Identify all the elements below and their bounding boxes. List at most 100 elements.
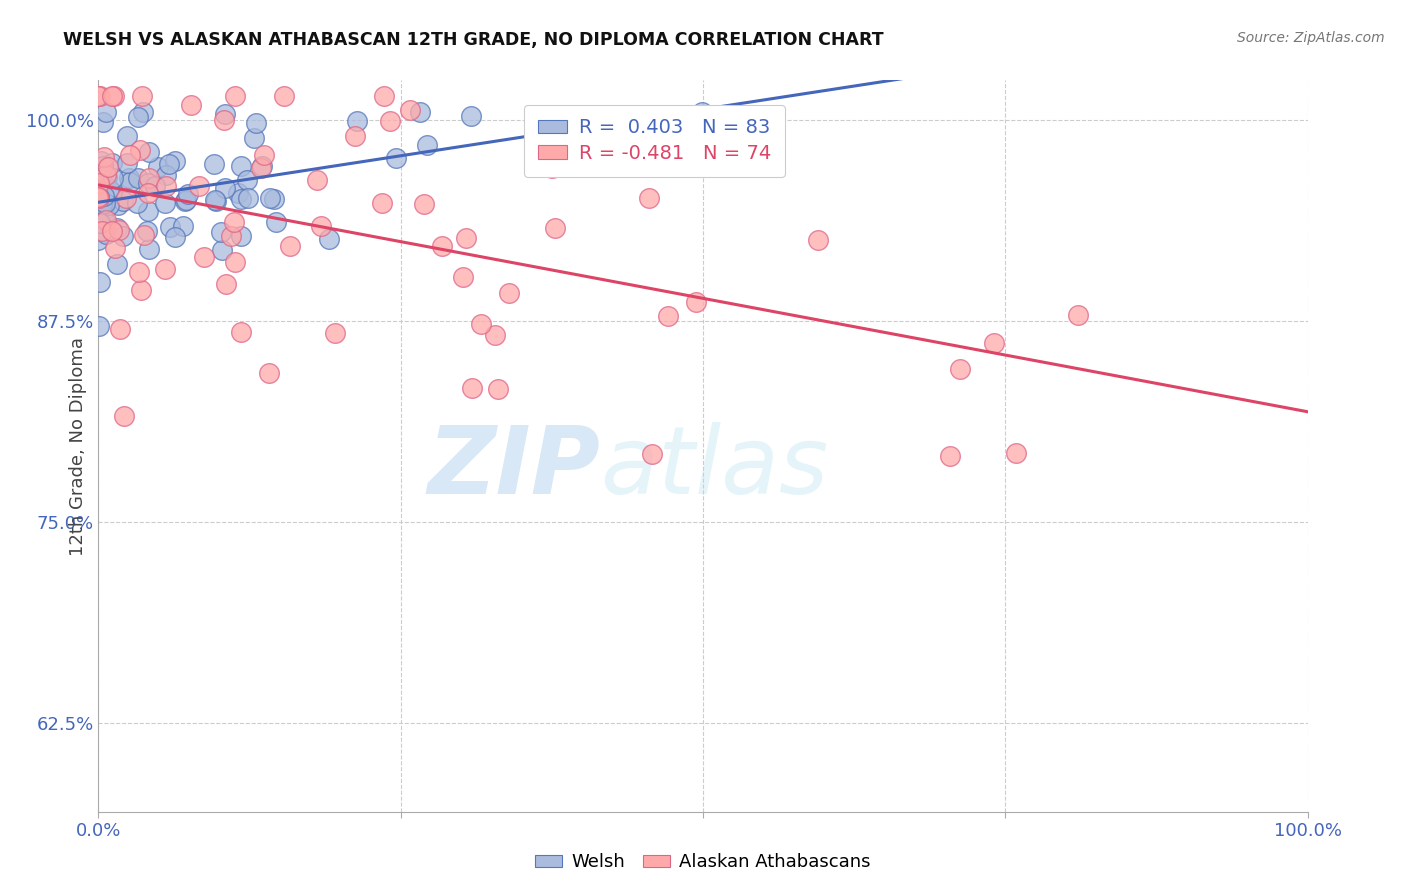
Point bbox=[127, 110, 149, 124]
Point bbox=[131, 89, 153, 103]
Point bbox=[134, 227, 156, 242]
Point bbox=[657, 310, 679, 324]
Point bbox=[128, 265, 150, 279]
Point bbox=[690, 105, 713, 120]
Point bbox=[91, 197, 114, 211]
Point bbox=[486, 382, 509, 396]
Point bbox=[96, 105, 118, 120]
Point bbox=[138, 242, 160, 256]
Point bbox=[132, 105, 155, 120]
Point bbox=[318, 232, 340, 246]
Point bbox=[259, 191, 281, 205]
Point bbox=[346, 114, 368, 128]
Point bbox=[94, 216, 117, 230]
Point bbox=[107, 198, 129, 212]
Point bbox=[470, 318, 492, 332]
Point bbox=[257, 366, 280, 380]
Point bbox=[93, 150, 115, 164]
Point bbox=[398, 103, 420, 118]
Point bbox=[305, 173, 328, 187]
Point bbox=[640, 447, 662, 461]
Point bbox=[94, 169, 117, 183]
Point bbox=[214, 112, 236, 127]
Point bbox=[155, 178, 177, 193]
Point bbox=[278, 238, 301, 252]
Point bbox=[94, 227, 117, 241]
Point bbox=[229, 325, 252, 339]
Point bbox=[94, 195, 117, 210]
Legend: Welsh, Alaskan Athabascans: Welsh, Alaskan Athabascans bbox=[529, 847, 877, 879]
Point bbox=[1067, 308, 1090, 322]
Point bbox=[87, 182, 110, 196]
Point bbox=[87, 233, 110, 247]
Point bbox=[155, 262, 177, 277]
Point bbox=[416, 138, 439, 153]
Point bbox=[451, 269, 474, 284]
Point bbox=[949, 362, 972, 376]
Point bbox=[214, 107, 236, 121]
Point bbox=[413, 197, 436, 211]
Point bbox=[211, 243, 233, 257]
Point bbox=[112, 409, 135, 423]
Point bbox=[1005, 446, 1028, 460]
Point bbox=[89, 216, 111, 230]
Point bbox=[250, 161, 273, 175]
Point bbox=[456, 231, 478, 245]
Point bbox=[224, 255, 246, 269]
Point bbox=[939, 449, 962, 463]
Point bbox=[157, 157, 180, 171]
Point bbox=[89, 319, 111, 334]
Point bbox=[87, 201, 110, 215]
Point bbox=[323, 326, 346, 340]
Point bbox=[214, 181, 236, 195]
Point bbox=[138, 186, 160, 201]
Point bbox=[108, 322, 131, 336]
Point bbox=[432, 239, 454, 253]
Point bbox=[188, 179, 211, 194]
Point bbox=[224, 89, 246, 103]
Point bbox=[264, 215, 287, 229]
Point bbox=[89, 215, 111, 229]
Point bbox=[373, 89, 395, 103]
Point bbox=[155, 168, 177, 182]
Point bbox=[115, 129, 138, 144]
Point bbox=[89, 190, 111, 204]
Point bbox=[460, 109, 482, 123]
Point bbox=[242, 130, 264, 145]
Point bbox=[273, 89, 295, 103]
Point bbox=[385, 151, 408, 165]
Point bbox=[94, 213, 117, 227]
Point bbox=[253, 148, 276, 162]
Point bbox=[548, 145, 571, 159]
Point bbox=[93, 188, 115, 202]
Point bbox=[204, 194, 226, 209]
Point bbox=[138, 145, 160, 159]
Point bbox=[344, 129, 367, 144]
Point bbox=[309, 219, 332, 234]
Point bbox=[165, 154, 187, 169]
Point bbox=[138, 171, 160, 186]
Y-axis label: 12th Grade, No Diploma: 12th Grade, No Diploma bbox=[69, 336, 87, 556]
Point bbox=[101, 171, 124, 186]
Point bbox=[89, 275, 111, 289]
Point bbox=[111, 194, 134, 209]
Point bbox=[87, 190, 110, 204]
Point bbox=[125, 195, 148, 210]
Point bbox=[101, 185, 124, 199]
Text: atlas: atlas bbox=[600, 423, 828, 514]
Point bbox=[93, 202, 115, 217]
Point bbox=[98, 197, 121, 211]
Point bbox=[235, 173, 257, 187]
Point bbox=[204, 193, 226, 207]
Point bbox=[461, 381, 484, 395]
Point bbox=[263, 192, 285, 206]
Point bbox=[219, 229, 242, 244]
Legend: R =  0.403   N = 83, R = -0.481   N = 74: R = 0.403 N = 83, R = -0.481 N = 74 bbox=[524, 104, 785, 177]
Point bbox=[544, 221, 567, 235]
Point bbox=[96, 170, 118, 185]
Point bbox=[226, 186, 249, 201]
Point bbox=[118, 148, 141, 162]
Point bbox=[146, 160, 169, 174]
Point bbox=[91, 173, 114, 187]
Point bbox=[111, 229, 134, 244]
